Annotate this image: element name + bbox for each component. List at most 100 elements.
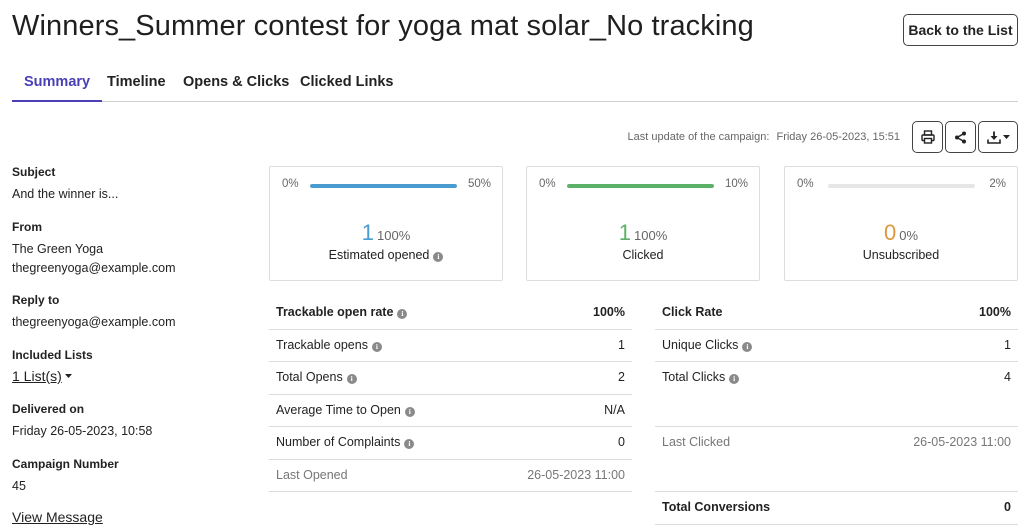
from-email: thegreenyoga@example.com	[12, 261, 176, 275]
tab-opens-clicks[interactable]: Opens & Clicks	[183, 74, 290, 90]
tab-timeline[interactable]: Timeline	[107, 74, 166, 90]
campaign-number-value: 45	[12, 479, 26, 493]
print-icon	[920, 130, 935, 144]
card-min: 0%	[282, 178, 299, 190]
print-button[interactable]	[912, 121, 943, 153]
table-row: Trackable open rate i 100%	[269, 297, 632, 330]
back-to-list-button[interactable]: Back to the List	[903, 14, 1018, 46]
card-caption: Estimated opened i	[270, 248, 502, 262]
from-label: From	[12, 220, 42, 234]
row-label: Total Opens i	[276, 370, 357, 384]
caret-down-icon	[64, 373, 72, 378]
card-clicked: 0% 10% 1 100% Clicked	[526, 166, 760, 281]
reply-to-email: thegreenyoga@example.com	[12, 315, 176, 329]
view-message-link[interactable]: View Message	[12, 509, 103, 525]
row-value: 100%	[593, 305, 625, 319]
table-row: Total Clicks i 4	[655, 362, 1018, 395]
chevron-down-icon	[1002, 134, 1010, 139]
delivered-section: Delivered on Friday 26-05-2023, 10:58	[12, 402, 152, 441]
clicks-table: Click Rate 100% Unique Clicks i 1 Total C…	[655, 297, 1018, 525]
card-number: 1	[361, 220, 374, 245]
progress-fill	[310, 184, 457, 188]
delivered-label: Delivered on	[12, 402, 85, 416]
opens-table: Trackable open rate i 100% Trackable open…	[269, 297, 632, 492]
included-lists-dropdown[interactable]: 1 List(s)	[12, 368, 72, 384]
from-name: The Green Yoga	[12, 242, 104, 256]
row-label: Unique Clicks i	[662, 338, 753, 352]
card-figure: 0 0%	[785, 220, 1017, 246]
card-max: 2%	[989, 178, 1006, 190]
table-row: Click Rate 100%	[655, 297, 1018, 330]
share-button[interactable]	[945, 121, 976, 153]
last-update: Last update of the campaign: Friday 26-0…	[628, 131, 900, 143]
view-message-section: View Message	[12, 509, 103, 525]
info-icon[interactable]: i	[346, 374, 357, 384]
row-value: 2	[618, 370, 625, 384]
row-value: N/A	[604, 402, 625, 417]
row-label: Total Clicks i	[662, 370, 740, 384]
card-figure: 1 100%	[270, 220, 502, 246]
progress-fill	[567, 184, 714, 188]
page-title: Winners_Summer contest for yoga mat sola…	[12, 10, 754, 42]
card-estimated-opened: 0% 50% 1 100% Estimated opened i	[269, 166, 503, 281]
row-value: 1	[618, 337, 625, 352]
progress-track	[310, 184, 457, 188]
campaign-number-label: Campaign Number	[12, 457, 119, 471]
table-spacer	[655, 395, 1018, 427]
table-row: Trackable opens i 1	[269, 330, 632, 362]
reply-to-label: Reply to	[12, 293, 60, 307]
subject-value: And the winner is...	[12, 187, 119, 201]
included-lists-value[interactable]: 1 List(s)	[12, 368, 62, 384]
card-min: 0%	[797, 178, 814, 190]
card-percent: 0%	[899, 228, 919, 243]
card-max: 50%	[467, 178, 491, 190]
from-section: From The Green Yoga thegreenyoga@example…	[12, 220, 175, 278]
info-icon[interactable]: i	[404, 439, 415, 449]
info-icon[interactable]: i	[397, 309, 408, 319]
info-icon[interactable]: i	[742, 341, 753, 352]
card-caption-text: Estimated opened	[328, 248, 430, 262]
share-icon	[955, 131, 966, 143]
included-lists-section: Included Lists 1 List(s)	[12, 348, 93, 384]
campaign-number-section: Campaign Number 45	[12, 457, 119, 496]
subject-label: Subject	[12, 165, 56, 179]
tab-clicked-links[interactable]: Clicked Links	[300, 74, 394, 90]
row-label: Trackable opens i	[276, 338, 382, 352]
row-label: Number of Complaints i	[276, 435, 415, 449]
row-label: Last Opened	[276, 467, 348, 482]
row-label: Last Clicked	[662, 435, 731, 449]
info-icon[interactable]: i	[729, 374, 740, 384]
progress-track	[828, 184, 975, 188]
card-caption-text: Clicked	[622, 248, 664, 262]
card-percent: 100%	[634, 228, 668, 243]
table-spacer	[655, 460, 1018, 492]
row-label: Click Rate	[662, 305, 723, 319]
table-row: Total Opens i 2	[269, 362, 632, 395]
row-value: 4	[1004, 370, 1011, 384]
row-value: 26-05-2023 11:00	[527, 467, 625, 482]
info-icon[interactable]: i	[433, 252, 444, 262]
table-row: Total Conversions 0	[655, 492, 1018, 525]
card-max: 10%	[724, 178, 748, 190]
card-caption-text: Unsubscribed	[862, 248, 940, 262]
card-caption: Clicked	[527, 248, 759, 262]
table-row: Average Time to Open i N/A	[269, 395, 632, 427]
tab-bar: Summary Timeline Opens & Clicks Clicked …	[12, 64, 1018, 102]
card-number: 0	[883, 220, 897, 245]
card-caption: Unsubscribed	[785, 248, 1017, 262]
card-min: 0%	[539, 178, 556, 190]
table-row: Last Clicked 26-05-2023 11:00	[655, 427, 1018, 460]
card-percent: 100%	[377, 228, 411, 243]
download-button[interactable]	[978, 121, 1018, 153]
last-update-label: Last update of the campaign:	[627, 131, 770, 143]
row-value: 1	[1004, 337, 1011, 352]
info-icon[interactable]: i	[404, 406, 415, 417]
table-row: Number of Complaints i 0	[269, 427, 632, 460]
table-row: Unique Clicks i 1	[655, 330, 1018, 362]
card-number: 1	[618, 220, 631, 245]
table-row: Last Opened 26-05-2023 11:00	[269, 460, 632, 492]
info-icon[interactable]: i	[371, 341, 382, 352]
tab-summary[interactable]: Summary	[12, 64, 103, 102]
subject-section: Subject And the winner is...	[12, 165, 118, 204]
reply-to-section: Reply to thegreenyoga@example.com	[12, 293, 175, 332]
